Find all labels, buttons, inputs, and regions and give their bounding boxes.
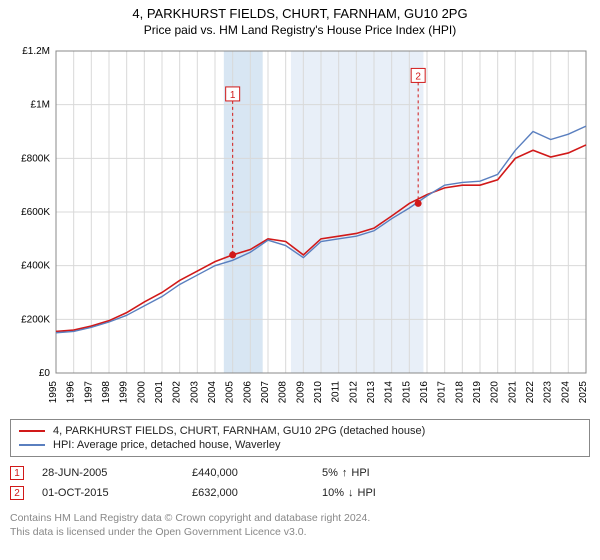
- svg-text:2003: 2003: [189, 381, 200, 404]
- svg-text:2022: 2022: [525, 381, 536, 404]
- svg-text:2005: 2005: [225, 381, 236, 404]
- svg-text:1998: 1998: [101, 381, 112, 404]
- svg-text:2016: 2016: [419, 381, 430, 404]
- svg-text:1999: 1999: [119, 381, 130, 404]
- page-title: 4, PARKHURST FIELDS, CHURT, FARNHAM, GU1…: [10, 6, 590, 21]
- svg-text:1997: 1997: [83, 381, 94, 404]
- svg-text:2020: 2020: [490, 381, 501, 404]
- legend-item: HPI: Average price, detached house, Wave…: [19, 438, 581, 452]
- svg-text:£1M: £1M: [31, 100, 50, 111]
- svg-text:2015: 2015: [401, 381, 412, 404]
- svg-text:2000: 2000: [136, 381, 147, 404]
- svg-text:£400K: £400K: [21, 261, 50, 272]
- svg-text:2023: 2023: [543, 381, 554, 404]
- sale-marker: 2: [10, 486, 24, 500]
- footnote: Contains HM Land Registry data © Crown c…: [10, 511, 590, 539]
- svg-text:1996: 1996: [66, 381, 77, 404]
- svg-text:2018: 2018: [454, 381, 465, 404]
- sale-price: £440,000: [192, 467, 322, 479]
- svg-text:2010: 2010: [313, 381, 324, 404]
- svg-text:2011: 2011: [331, 381, 342, 403]
- svg-text:£1.2M: £1.2M: [22, 46, 50, 57]
- svg-text:2007: 2007: [260, 381, 271, 404]
- sale-delta: 10% ↓ HPI: [322, 487, 376, 499]
- sale-price: £632,000: [192, 487, 322, 499]
- svg-text:£600K: £600K: [21, 207, 50, 218]
- svg-text:1: 1: [230, 90, 236, 101]
- svg-text:2004: 2004: [207, 381, 218, 404]
- legend-item: 4, PARKHURST FIELDS, CHURT, FARNHAM, GU1…: [19, 424, 581, 438]
- svg-text:2013: 2013: [366, 381, 377, 404]
- svg-text:2: 2: [415, 71, 421, 82]
- svg-text:2009: 2009: [295, 381, 306, 404]
- arrow-down-icon: ↓: [348, 487, 354, 499]
- svg-text:2014: 2014: [384, 381, 395, 404]
- sale-marker: 1: [10, 466, 24, 480]
- svg-text:2021: 2021: [507, 381, 518, 404]
- svg-text:2008: 2008: [278, 381, 289, 404]
- sales-table: 1 28-JUN-2005 £440,000 5% ↑ HPI 2 01-OCT…: [10, 463, 590, 503]
- svg-text:2024: 2024: [560, 381, 571, 404]
- svg-text:£800K: £800K: [21, 153, 50, 164]
- svg-text:2001: 2001: [154, 381, 165, 404]
- sale-delta: 5% ↑ HPI: [322, 467, 370, 479]
- sale-row: 2 01-OCT-2015 £632,000 10% ↓ HPI: [10, 483, 590, 503]
- svg-text:2025: 2025: [578, 381, 589, 404]
- legend-label: 4, PARKHURST FIELDS, CHURT, FARNHAM, GU1…: [53, 425, 425, 437]
- price-chart: £0 £200K £400K £600K £800K £1M £1.2M 1995 1996 19…: [10, 43, 590, 413]
- legend-swatch: [19, 430, 45, 432]
- svg-text:2012: 2012: [348, 381, 359, 404]
- svg-text:2017: 2017: [437, 381, 448, 404]
- sale-row: 1 28-JUN-2005 £440,000 5% ↑ HPI: [10, 463, 590, 483]
- legend-swatch: [19, 444, 45, 446]
- svg-text:£0: £0: [39, 368, 51, 379]
- svg-text:2006: 2006: [242, 381, 253, 404]
- svg-text:£200K: £200K: [21, 314, 50, 325]
- sale-date: 28-JUN-2005: [42, 467, 192, 479]
- page-subtitle: Price paid vs. HM Land Registry's House …: [10, 23, 590, 37]
- svg-text:2002: 2002: [172, 381, 183, 404]
- legend-label: HPI: Average price, detached house, Wave…: [53, 439, 280, 451]
- arrow-up-icon: ↑: [342, 467, 348, 479]
- legend: 4, PARKHURST FIELDS, CHURT, FARNHAM, GU1…: [10, 419, 590, 457]
- sale-date: 01-OCT-2015: [42, 487, 192, 499]
- svg-text:2019: 2019: [472, 381, 483, 404]
- svg-text:1995: 1995: [48, 381, 59, 404]
